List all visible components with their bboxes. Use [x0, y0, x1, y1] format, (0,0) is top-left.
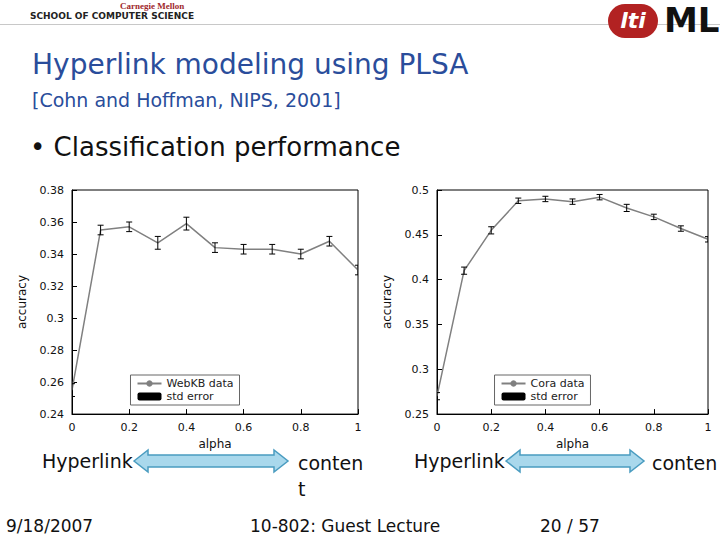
svg-text:0.4: 0.4: [537, 421, 555, 434]
html-text:conten: conten: [652, 452, 718, 474]
html-text:Hyperlink: Hyperlink: [42, 450, 133, 472]
html-text:lti: lti: [620, 8, 646, 33]
svg-text:0.2: 0.2: [482, 421, 500, 434]
svg-text:0.24: 0.24: [40, 408, 65, 421]
svg-text:accuracy: accuracy: [380, 275, 394, 329]
svg-text:0.3: 0.3: [47, 312, 65, 325]
svg-text:0.4: 0.4: [412, 273, 430, 286]
svg-text:0.25: 0.25: [405, 408, 430, 421]
svg-text:0.8: 0.8: [645, 421, 663, 434]
svg-text:0.3: 0.3: [412, 363, 430, 376]
html-text:20 / 57: 20 / 57: [540, 516, 600, 536]
html-text:[Cohn and Hoffman, NIPS, 2001]: [Cohn and Hoffman, NIPS, 2001]: [32, 89, 341, 111]
svg-text:alpha: alpha: [198, 437, 231, 451]
svg-text:0: 0: [434, 421, 441, 434]
svg-text:0.45: 0.45: [405, 228, 430, 241]
svg-text:0.6: 0.6: [235, 421, 253, 434]
html-text:conten t: conten t: [298, 452, 364, 500]
svg-text:0.6: 0.6: [591, 421, 609, 434]
svg-text:1: 1: [355, 421, 362, 434]
svg-text:std error: std error: [166, 390, 214, 403]
svg-text:std error: std error: [531, 390, 579, 403]
svg-text:0.28: 0.28: [40, 344, 65, 357]
svg-text:0.36: 0.36: [40, 216, 65, 229]
svg-text:1: 1: [705, 421, 712, 434]
svg-text:0.32: 0.32: [40, 280, 65, 293]
svg-text:accuracy: accuracy: [15, 275, 29, 329]
svg-text:0.34: 0.34: [40, 248, 65, 261]
html-text:9/18/2007: 9/18/2007: [6, 516, 94, 536]
html-text:Carnegie Mellon: Carnegie Mellon: [120, 1, 185, 11]
svg-text:0.38: 0.38: [40, 184, 65, 197]
svg-text:0.26: 0.26: [40, 376, 65, 389]
svg-text:alpha: alpha: [556, 437, 589, 451]
svg-text:0: 0: [69, 421, 76, 434]
svg-text:0.8: 0.8: [292, 421, 310, 434]
html-text:Hyperlink modeling using PLSA: Hyperlink modeling using PLSA: [32, 48, 469, 81]
html-text:Hyperlink: Hyperlink: [414, 450, 505, 472]
svg-text:0.35: 0.35: [405, 318, 430, 331]
svg-text:0.2: 0.2: [120, 421, 138, 434]
svg-text:Cora data: Cora data: [531, 377, 585, 390]
html-text:10-802: Guest Lecture: 10-802: Guest Lecture: [250, 516, 441, 536]
html-text:• Classification performance: • Classification performance: [30, 132, 401, 162]
html-text:SCHOOL OF COMPUTER SCIENCE: SCHOOL OF COMPUTER SCIENCE: [30, 11, 195, 21]
html-text:ML: ML: [664, 0, 720, 40]
svg-text:WebKB data: WebKB data: [166, 377, 233, 390]
svg-text:0.5: 0.5: [412, 184, 430, 197]
svg-text:0.4: 0.4: [178, 421, 196, 434]
